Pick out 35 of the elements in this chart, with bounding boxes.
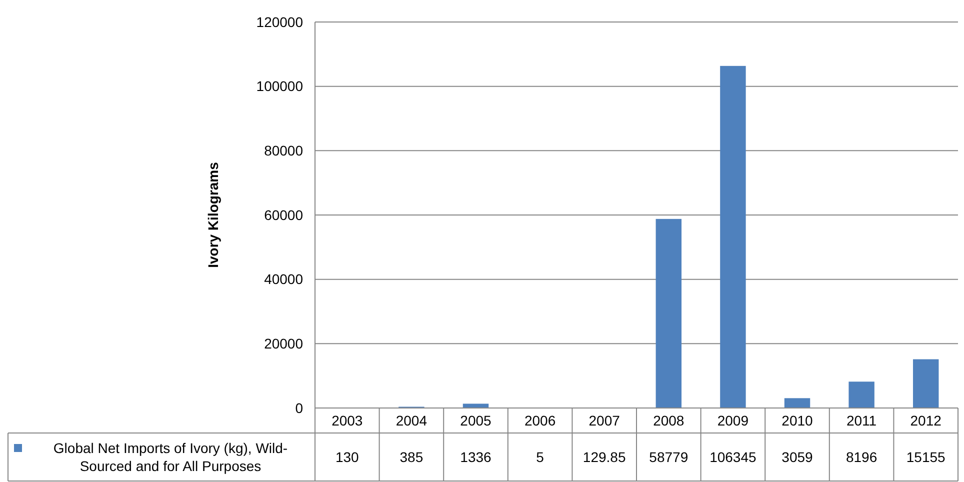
x-tick-label: 2008 [653, 412, 684, 428]
data-label: 58779 [649, 448, 688, 465]
bar [656, 218, 682, 408]
y-tick-label: 60000 [264, 206, 304, 223]
data-label: 130 [335, 448, 360, 465]
data-label: 8196 [846, 448, 878, 465]
bar [912, 359, 939, 408]
x-tick-label: 2004 [396, 412, 428, 428]
bar [462, 404, 489, 408]
bar [720, 66, 746, 408]
y-tick-label: 40000 [264, 271, 304, 288]
data-label: 15155 [906, 448, 946, 465]
x-tick-label: 2011 [846, 412, 877, 428]
data-label: 106345 [710, 448, 757, 465]
x-tick-label: 2009 [717, 412, 749, 428]
x-tick-label: 2012 [910, 412, 942, 428]
y-tick-label: 80000 [264, 142, 304, 159]
x-tick-label: 2010 [782, 412, 814, 428]
x-tick-label: 2007 [588, 412, 620, 428]
data-label: 3059 [782, 448, 814, 465]
data-label: 129.85 [582, 448, 626, 465]
y-tick-label: 120000 [256, 14, 304, 30]
data-label: 385 [400, 448, 424, 465]
legend-label: Global Net Imports of Ivory (kg), Wild-Sourced and for All Purposes [53, 440, 288, 474]
x-tick-label: 2005 [460, 412, 492, 428]
x-tick-label: 2006 [524, 412, 556, 428]
bar [848, 382, 874, 408]
x-tick-label: 2003 [332, 412, 363, 428]
y-axis-title: Ivory Kilograms [205, 162, 221, 268]
bar [784, 398, 810, 408]
data-label: 1336 [460, 448, 492, 465]
y-tick-label: 20000 [264, 336, 304, 352]
data-label: 5 [536, 448, 544, 465]
y-tick-label: 0 [295, 400, 304, 416]
y-tick-label: 100000 [256, 78, 304, 94]
